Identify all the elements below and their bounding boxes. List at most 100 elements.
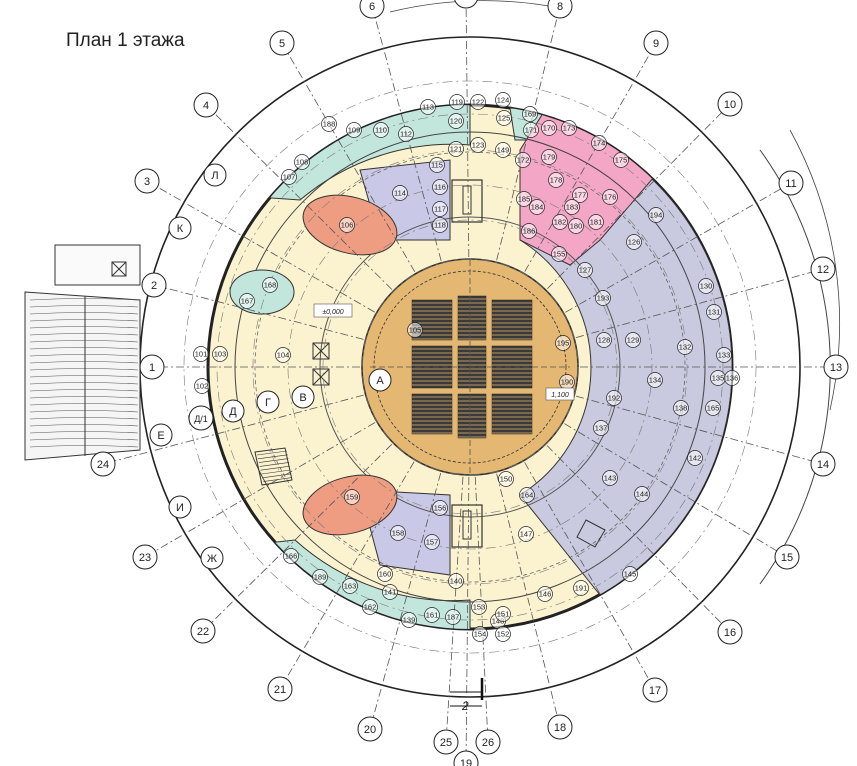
room-172: 172 <box>515 152 531 168</box>
room-170: 170 <box>541 120 557 136</box>
axis-bubble-В: В <box>291 385 315 409</box>
svg-text:5: 5 <box>279 38 285 50</box>
svg-text:121: 121 <box>450 145 463 154</box>
room-181: 181 <box>588 214 604 230</box>
svg-text:17: 17 <box>649 685 661 697</box>
room-151: 151 <box>495 606 511 622</box>
svg-text:179: 179 <box>543 153 556 162</box>
room-159: 159 <box>344 489 360 505</box>
svg-text:168: 168 <box>264 281 277 290</box>
svg-text:117: 117 <box>434 205 446 214</box>
svg-text:142: 142 <box>689 454 702 463</box>
room-123: 123 <box>470 137 486 153</box>
svg-text:12: 12 <box>817 264 829 276</box>
room-136: 136 <box>724 370 740 386</box>
room-149: 149 <box>495 142 511 158</box>
svg-text:15: 15 <box>781 552 793 564</box>
svg-text:132: 132 <box>679 343 692 352</box>
room-153: 153 <box>471 599 487 615</box>
room-124: 124 <box>495 92 511 108</box>
room-110: 110 <box>373 122 389 138</box>
svg-text:137: 137 <box>595 424 608 433</box>
room-135: 135 <box>710 370 726 386</box>
room-126: 126 <box>626 234 642 250</box>
svg-text:Г: Г <box>265 397 271 409</box>
svg-text:К: К <box>177 223 184 235</box>
room-162: 162 <box>362 599 378 615</box>
svg-text:8: 8 <box>557 1 563 13</box>
room-147: 147 <box>518 526 534 542</box>
svg-text:185: 185 <box>518 195 531 204</box>
svg-text:177: 177 <box>574 191 587 200</box>
svg-text:174: 174 <box>593 139 606 148</box>
section-marker: 2 <box>450 678 484 713</box>
svg-text:И: И <box>176 502 184 514</box>
svg-text:183: 183 <box>566 203 579 212</box>
svg-text:194: 194 <box>650 211 663 220</box>
room-191: 191 <box>573 580 589 596</box>
room-132: 132 <box>677 339 693 355</box>
svg-text:6: 6 <box>369 1 375 13</box>
room-163: 163 <box>342 578 358 594</box>
svg-text:115: 115 <box>431 161 443 170</box>
svg-text:176: 176 <box>604 193 617 202</box>
svg-text:119: 119 <box>451 98 463 107</box>
svg-text:А: А <box>376 375 384 387</box>
svg-text:113: 113 <box>422 103 434 112</box>
room-103: 103 <box>212 346 228 362</box>
svg-text:118: 118 <box>434 221 446 230</box>
svg-text:120: 120 <box>450 117 463 126</box>
svg-text:4: 4 <box>203 100 209 112</box>
svg-text:190: 190 <box>561 378 574 387</box>
axis-bubble-18: 18 <box>547 714 573 740</box>
svg-text:195: 195 <box>557 339 570 348</box>
room-130: 130 <box>698 278 714 294</box>
svg-text:3: 3 <box>144 176 150 188</box>
room-102: 102 <box>194 378 210 394</box>
zone-167 <box>229 269 295 315</box>
svg-text:124: 124 <box>497 96 510 105</box>
room-108: 108 <box>294 154 310 170</box>
svg-text:18: 18 <box>554 722 566 734</box>
svg-text:108: 108 <box>296 158 309 167</box>
svg-text:102: 102 <box>196 382 209 391</box>
svg-text:157: 157 <box>426 538 439 547</box>
svg-text:20: 20 <box>364 724 376 736</box>
room-184: 184 <box>529 199 545 215</box>
svg-text:166: 166 <box>285 552 298 561</box>
svg-text:2: 2 <box>461 699 469 713</box>
svg-text:129: 129 <box>627 336 640 345</box>
svg-text:19: 19 <box>460 758 472 766</box>
room-127: 127 <box>577 262 593 278</box>
axis-bubble-22: 22 <box>190 618 216 644</box>
svg-text:188: 188 <box>323 120 336 129</box>
room-168: 168 <box>262 277 278 293</box>
svg-text:159: 159 <box>346 493 359 502</box>
svg-text:189: 189 <box>314 573 327 582</box>
axis-bubble-10: 10 <box>717 91 743 117</box>
svg-text:133: 133 <box>718 351 731 360</box>
svg-text:193: 193 <box>597 294 610 303</box>
room-175: 175 <box>613 152 629 168</box>
svg-text:11: 11 <box>785 178 796 190</box>
axis-bubble-6: 6 <box>359 0 385 19</box>
svg-text:167: 167 <box>241 297 254 306</box>
axis-bubble-Ж: Ж <box>200 546 224 570</box>
axis-bubble-8: 8 <box>547 0 573 19</box>
svg-text:21: 21 <box>274 684 286 696</box>
svg-text:162: 162 <box>364 603 377 612</box>
svg-text:134: 134 <box>649 376 662 385</box>
svg-text:161: 161 <box>426 611 439 620</box>
room-154: 154 <box>472 626 488 642</box>
room-133: 133 <box>716 347 732 363</box>
room-174: 174 <box>591 135 607 151</box>
room-187: 187 <box>445 609 461 625</box>
svg-text:14: 14 <box>817 459 829 471</box>
room-178: 178 <box>548 172 564 188</box>
axis-grid-lines <box>114 7 824 752</box>
axis-bubble-А: А <box>368 368 392 392</box>
axis-bubble-25: 25 <box>433 729 459 755</box>
room-113: 113 <box>420 99 436 115</box>
svg-text:165: 165 <box>707 404 720 413</box>
